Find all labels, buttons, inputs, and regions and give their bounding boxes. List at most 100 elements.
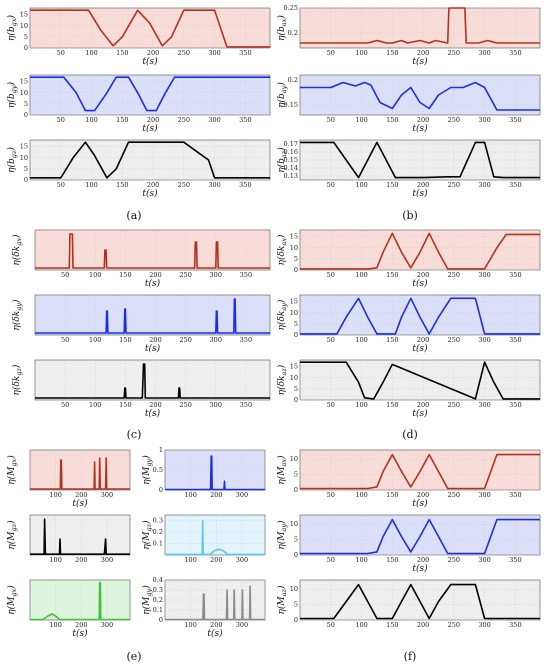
subplot-a3: 50 100 150 200 250 300 350 0 5 10 15η(bgz) t(s) [6, 139, 271, 199]
x-tick-label: 300 [478, 336, 490, 344]
series-line [35, 233, 270, 269]
plot-area [300, 295, 540, 335]
y-axis-label: η(Mgx) [6, 585, 18, 615]
y-tick-label: 15 [20, 143, 28, 151]
y-tick-label: 0 [294, 266, 298, 274]
x-tick-label: 250 [448, 271, 460, 279]
series-line [30, 518, 130, 556]
plot-area [165, 450, 265, 490]
x-axis-label: t(s) [412, 188, 428, 199]
x-tick-label: 50 [57, 181, 65, 189]
y-tick-label: 0.15 [284, 101, 298, 109]
plot-area [300, 230, 540, 270]
x-tick-label: 350 [509, 621, 521, 629]
plot-area [165, 515, 265, 555]
x-tick-label: 50 [327, 116, 335, 124]
series-line [165, 519, 265, 556]
y-axis-label: η(Maz) [276, 585, 288, 614]
x-tick-label: 100 [355, 621, 367, 629]
y-tick-label: 5 [24, 100, 28, 108]
x-tick-label: 50 [61, 271, 69, 279]
plot-area [35, 230, 270, 270]
x-tick-label: 100 [184, 621, 196, 629]
panel-label-c: (c) [127, 428, 142, 441]
series-line [165, 455, 265, 491]
x-tick-label: 50 [327, 621, 335, 629]
plot-area [30, 580, 130, 620]
x-tick-label: 50 [327, 556, 335, 564]
x-tick-label: 50 [61, 336, 69, 344]
x-tick-label: 300 [208, 181, 220, 189]
series-line [35, 363, 270, 399]
x-tick-label: 150 [119, 271, 131, 279]
x-tick-label: 200 [149, 401, 161, 409]
x-axis-label: t(s) [412, 563, 428, 574]
x-tick-label: 350 [509, 556, 521, 564]
subplot-e2: 100 200 300 0 0.5 1 η(Mgy) [141, 446, 266, 499]
series-line [30, 581, 130, 621]
x-tick-label: 200 [147, 181, 159, 189]
x-axis-label: t(s) [412, 343, 428, 354]
series-line [300, 7, 540, 44]
x-tick-label: 50 [57, 116, 65, 124]
y-tick-label: 10 [20, 89, 28, 97]
x-tick-label: 100 [355, 271, 367, 279]
x-tick-label: 350 [509, 49, 521, 57]
x-tick-label: 50 [61, 401, 69, 409]
x-axis-label: t(s) [142, 188, 158, 199]
x-tick-label: 300 [210, 336, 222, 344]
x-tick-label: 350 [240, 336, 252, 344]
y-tick-label: 10 [290, 309, 298, 317]
y-tick-label: 0 [24, 176, 28, 184]
y-tick-label: 5 [294, 255, 298, 263]
y-tick-label: 5 [294, 601, 298, 609]
y-tick-label: 0.2 [153, 528, 163, 536]
x-tick-label: 250 [448, 556, 460, 564]
y-axis-label: η(δkgx) [11, 234, 23, 266]
y-axis-label: η(Mgz) [6, 520, 18, 550]
subplot-e6: 100 200 300 0 0.1 0.2 0.3 0.4η(Mgy) t(s) [141, 576, 266, 639]
x-tick-label: 300 [236, 621, 248, 629]
x-tick-label: 100 [355, 116, 367, 124]
x-tick-label: 250 [179, 401, 191, 409]
y-tick-label: 0 [24, 44, 28, 52]
x-tick-label: 350 [240, 271, 252, 279]
x-tick-label: 250 [448, 491, 460, 499]
y-tick-label: 10 [290, 585, 298, 593]
x-tick-label: 300 [236, 556, 248, 564]
panel-label-e: (e) [126, 650, 141, 663]
x-tick-label: 350 [509, 336, 521, 344]
subplot-f1: 50 100 150 200 250 300 350 0 5 10η(Max) t(s) [276, 449, 541, 509]
x-tick-label: 250 [448, 181, 460, 189]
subplot-d1: 50 100 150 200 250 300 350 0 5 10 15η(δkax) t(s) [276, 229, 541, 289]
x-axis-label: t(s) [412, 56, 428, 67]
y-tick-label: 15 [290, 298, 298, 306]
x-tick-label: 200 [417, 336, 429, 344]
x-tick-label: 250 [179, 336, 191, 344]
series-line [30, 141, 270, 179]
x-tick-label: 50 [327, 401, 335, 409]
x-tick-label: 300 [478, 556, 490, 564]
x-tick-label: 200 [417, 401, 429, 409]
x-tick-label: 150 [116, 49, 128, 57]
y-tick-label: 5 [24, 165, 28, 173]
x-tick-label: 100 [355, 556, 367, 564]
x-tick-label: 200 [75, 556, 87, 564]
y-axis-label: η(Max) [276, 455, 288, 485]
x-tick-label: 300 [478, 49, 490, 57]
x-tick-label: 200 [75, 491, 87, 499]
x-tick-label: 100 [184, 556, 196, 564]
y-tick-label: 0 [294, 616, 298, 624]
x-tick-label: 150 [386, 271, 398, 279]
x-tick-label: 200 [417, 116, 429, 124]
subplot-b2: 50 100 150 200 250 300 350 0.15 0.2η(bay) t(s) [276, 74, 541, 134]
y-tick-label: 5 [294, 536, 298, 544]
plot-area [30, 8, 270, 48]
subplot-e5: 100 200 300 η(Mgx) t(s) [6, 579, 131, 639]
x-tick-label: 200 [417, 181, 429, 189]
x-tick-label: 200 [417, 556, 429, 564]
y-axis-label: η(δkgz) [11, 364, 23, 395]
plot-area [35, 360, 270, 400]
x-tick-label: 250 [178, 181, 190, 189]
y-axis-label: η(Mgx) [6, 455, 18, 485]
